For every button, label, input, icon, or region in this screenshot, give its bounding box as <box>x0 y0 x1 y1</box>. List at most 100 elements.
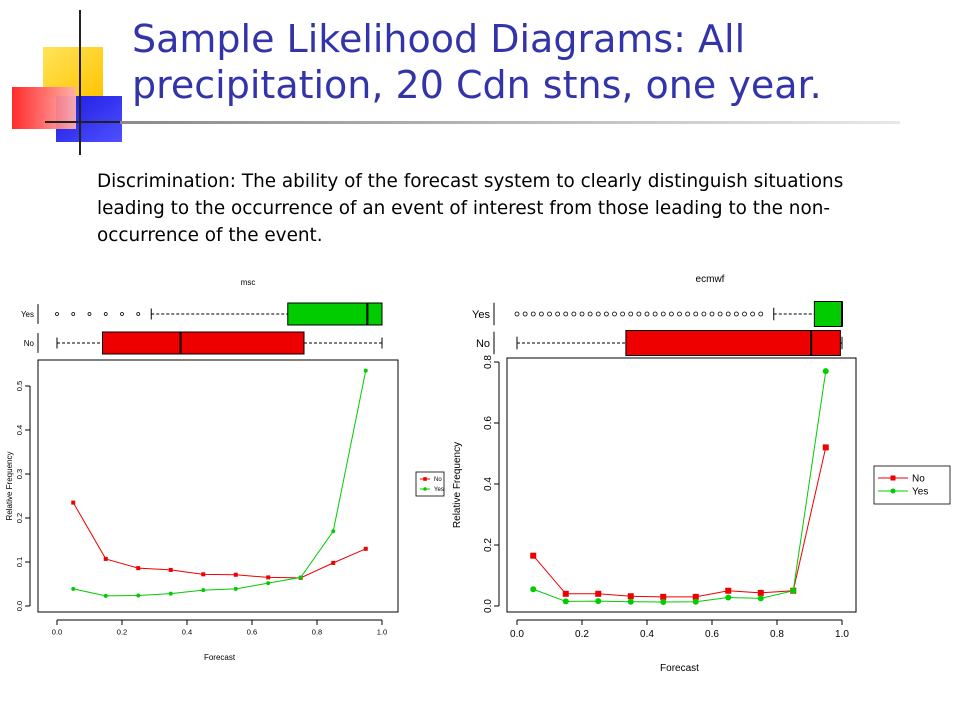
legend-label-yes: Yes <box>912 487 928 498</box>
y-tick-label: 0.0 <box>15 601 24 611</box>
x-tick-label: 1.0 <box>835 629 849 640</box>
box-no <box>625 330 841 356</box>
box-outlier <box>55 312 59 316</box>
data-point-yes <box>562 598 569 605</box>
box-outlier <box>87 312 92 316</box>
data-point-yes <box>790 587 797 594</box>
box-outlier <box>709 311 715 317</box>
box-outlier <box>530 311 536 317</box>
data-point-yes <box>298 575 303 580</box>
y-axis-label: Relative Frequency <box>452 442 463 528</box>
data-point-yes <box>363 368 368 373</box>
ecmwf-chart-panel: ecmwf Yes No 0.0 0.2 0.4 0.6 0.8 1.0 Forecast 0.0 0… <box>450 268 955 678</box>
box-outlier <box>136 312 141 316</box>
data-point-no <box>233 572 238 577</box>
ecmwf-chart: ecmwf Yes No 0.0 0.2 0.4 0.6 0.8 1.0 Forecast 0.0 0… <box>452 274 951 674</box>
chart-title: ecmwf <box>696 274 725 285</box>
y-axis-label: Relative Frequency <box>5 452 14 521</box>
legend-box <box>873 465 951 505</box>
box-outlier <box>587 311 593 317</box>
box-outlier <box>555 311 561 317</box>
box-outlier <box>603 311 609 317</box>
y-tick-label: 0.0 <box>483 599 494 613</box>
box-no <box>102 331 305 355</box>
box-outlier <box>71 312 76 316</box>
msc-chart: msc Yes No 0.0 0.2 0.4 0.6 0.8 1.0 Forecast 0.0 0.1… <box>5 278 445 662</box>
data-point-yes <box>331 529 336 534</box>
data-point-no <box>757 589 764 596</box>
series-line-no <box>532 447 827 598</box>
chart-title: msc <box>241 278 256 287</box>
legend-marker-yes <box>423 487 427 491</box>
box-outlier <box>522 311 528 317</box>
x-tick-label: 0.4 <box>182 628 192 637</box>
x-tick-label: 0.6 <box>705 629 719 640</box>
box-outlier <box>701 311 707 317</box>
data-point-no <box>266 575 271 580</box>
data-point-yes <box>233 586 238 591</box>
legend-label-no: No <box>434 477 442 483</box>
title-line-1: Sample Likelihood Diagrams: All <box>132 17 746 61</box>
data-point-no <box>331 560 336 565</box>
logo-graphic <box>12 10 128 155</box>
data-point-no <box>103 556 108 561</box>
x-tick-label: 0.6 <box>247 628 257 637</box>
x-tick-label: 0.0 <box>52 628 62 637</box>
data-point-yes <box>71 586 76 591</box>
x-tick-label: 0.8 <box>770 629 784 640</box>
data-point-yes <box>201 588 206 593</box>
y-tick-label: 0.1 <box>15 557 24 567</box>
msc-chart-panel: msc Yes No 0.0 0.2 0.4 0.6 0.8 1.0 Forecast 0.0 0.1… <box>0 272 445 672</box>
box-yes <box>813 301 843 327</box>
x-tick-label: 0.0 <box>510 629 524 640</box>
box-outlier <box>579 311 585 317</box>
box-outlier <box>750 311 756 317</box>
data-point-no <box>168 567 173 572</box>
data-point-no <box>201 572 206 577</box>
data-point-no <box>136 566 141 571</box>
y-tick-label: 0.6 <box>483 416 494 430</box>
data-point-yes <box>757 595 764 602</box>
x-axis-label: Forecast <box>660 663 699 674</box>
data-point-yes <box>627 598 634 605</box>
data-point-no <box>660 593 667 600</box>
box-outlier <box>595 311 601 317</box>
series-line-yes <box>73 370 367 597</box>
body-text: Discrimination: The ability of the forec… <box>97 171 844 246</box>
box-outlier <box>758 311 764 317</box>
y-tick-label: 0.8 <box>483 355 494 369</box>
slide-logo <box>0 0 140 160</box>
box-outlier <box>514 311 520 317</box>
legend-label-no: No <box>912 474 925 485</box>
x-tick-label: 0.2 <box>117 628 127 637</box>
x-tick-label: 1.0 <box>377 628 387 637</box>
legend-marker-yes <box>890 488 896 494</box>
data-point-yes <box>660 599 667 606</box>
box-outlier <box>677 311 682 317</box>
box-label-no: No <box>476 338 490 350</box>
data-point-no <box>363 546 368 551</box>
box-outlier <box>636 311 642 317</box>
box-outlier <box>652 311 658 317</box>
data-point-no <box>627 593 634 600</box>
plot-frame <box>37 359 399 613</box>
box-label-yes: Yes <box>472 309 490 321</box>
data-point-no <box>562 590 569 597</box>
data-point-yes <box>595 598 602 605</box>
data-point-yes <box>530 586 537 593</box>
box-label-no: No <box>24 339 35 348</box>
box-outlier <box>733 311 739 317</box>
y-tick-label: 0.5 <box>15 381 24 391</box>
slide-title: Sample Likelihood Diagrams: All precipit… <box>132 16 932 108</box>
y-tick-label: 0.3 <box>15 469 24 479</box>
legend-marker-no <box>423 477 427 481</box>
box-outlier <box>685 311 691 317</box>
data-point-yes <box>103 593 108 598</box>
box-outlier <box>644 311 650 317</box>
data-point-no <box>692 593 699 600</box>
y-tick-label: 0.2 <box>15 513 24 523</box>
box-outlier <box>538 311 544 317</box>
legend-box <box>415 471 445 497</box>
data-point-no <box>71 500 76 505</box>
box-outlier <box>103 312 108 316</box>
